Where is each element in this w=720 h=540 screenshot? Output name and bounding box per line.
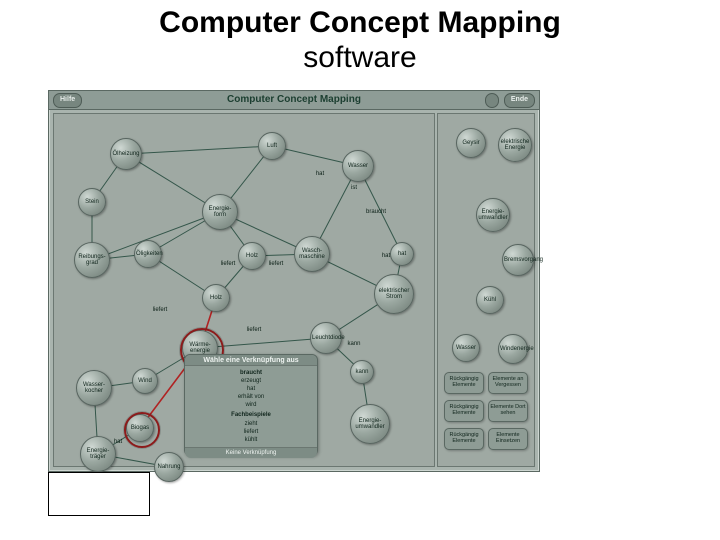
edge-label: hat xyxy=(382,253,390,259)
panel-footer-button[interactable]: Keine Verknüpfung xyxy=(185,447,317,458)
node-label: Nahrung xyxy=(157,464,180,470)
sidebar-action-button[interactable]: Elemente an Vergessen xyxy=(488,372,528,394)
slide-title: Computer Concept Mapping software xyxy=(0,6,720,75)
concept-node[interactable]: elektrischer Strom xyxy=(374,274,414,314)
node-label: Wasser xyxy=(456,345,476,351)
node-label: Wasser xyxy=(348,163,368,169)
node-label: Wind xyxy=(138,378,152,384)
node-label: Stein xyxy=(85,199,99,205)
concept-node[interactable]: Reibungs-grad xyxy=(74,242,110,278)
edge-label: hat xyxy=(316,171,324,177)
concept-node[interactable]: Holz xyxy=(202,284,230,312)
palette-node[interactable]: Geysir xyxy=(456,128,486,158)
concept-map-canvas[interactable]: Ölheizung Luft Wasser Stein Energie-form Reib… xyxy=(53,113,435,467)
concept-node[interactable]: Energie-umwandler xyxy=(350,404,390,444)
edge-label: kann xyxy=(347,341,360,347)
sidebar-action-button[interactable]: Rückgängig Elemente xyxy=(444,428,484,450)
node-label: Öligkeiten xyxy=(136,251,160,257)
palette-node[interactable]: Bremsvorgang xyxy=(502,244,534,276)
concept-node[interactable]: Stein xyxy=(78,188,106,216)
app-window: Hilfe Computer Concept Mapping Ende Ölhe… xyxy=(48,90,540,472)
edge-label: liefert xyxy=(153,307,168,313)
palette-node[interactable]: Kühl xyxy=(476,286,504,314)
node-label: Holz xyxy=(246,253,258,259)
edge-label: ist xyxy=(351,185,357,191)
sidebar-action-button[interactable]: Elemente Dort sehen xyxy=(488,400,528,422)
palette-node[interactable]: Energie-umwandler xyxy=(476,198,510,232)
node-label: elektrische Energie xyxy=(500,139,530,152)
concept-node[interactable]: Wasser-kocher xyxy=(76,370,112,406)
node-label: Kühl xyxy=(484,297,496,303)
save-button[interactable] xyxy=(485,93,499,108)
node-label: kann xyxy=(355,369,368,375)
node-label: Ölheizung xyxy=(112,151,139,157)
concept-node[interactable]: Holz xyxy=(238,242,266,270)
link-chooser-panel[interactable]: Wähle eine Verknüpfung ausbrauchterzeugt… xyxy=(184,354,318,456)
edge-label: liefert xyxy=(221,261,236,267)
node-label: Wasser-kocher xyxy=(78,382,110,395)
node-label: Windenergie xyxy=(500,346,526,352)
panel-title: Wähle eine Verknüpfung aus xyxy=(185,355,317,366)
concept-node[interactable]: Luft xyxy=(258,132,286,160)
concept-node[interactable]: Energie-träger xyxy=(80,436,116,472)
edge-label: liefert xyxy=(269,261,284,267)
node-label: Luft xyxy=(267,143,277,149)
concept-node[interactable]: kann xyxy=(350,360,374,384)
selection-ring xyxy=(124,412,160,448)
concept-node[interactable]: Wasser xyxy=(342,150,374,182)
node-label: Reibungs-grad xyxy=(76,254,108,267)
palette-node[interactable]: Windenergie xyxy=(498,334,528,364)
title-line1: Computer Concept Mapping xyxy=(159,6,561,39)
node-label: elektrischer Strom xyxy=(376,288,412,301)
concept-node[interactable]: Wind xyxy=(132,368,158,394)
sidebar-action-button[interactable]: Elemente Einsetzen xyxy=(488,428,528,450)
help-button[interactable]: Hilfe xyxy=(53,93,82,108)
app-titlebar: Hilfe Computer Concept Mapping Ende xyxy=(49,91,539,110)
concept-node[interactable]: Energie-form xyxy=(202,194,238,230)
concept-node[interactable]: Öligkeiten xyxy=(134,240,162,268)
node-label: Bremsvorgang xyxy=(504,257,532,263)
concept-node[interactable]: Nahrung xyxy=(154,452,184,482)
node-label: Energie-umwandler xyxy=(352,418,388,431)
node-label: Wasch-maschine xyxy=(296,248,328,261)
palette-node[interactable]: Wasser xyxy=(452,334,480,362)
app-title: Computer Concept Mapping xyxy=(227,94,361,105)
node-label: Energie-form xyxy=(204,206,236,219)
node-label: hat xyxy=(398,251,406,257)
sidebar-action-button[interactable]: Rückgängig Elemente xyxy=(444,372,484,394)
node-label: Leuchtdiode xyxy=(312,335,340,341)
node-label: Holz xyxy=(210,295,222,301)
edge-label: hat xyxy=(114,439,122,445)
panel-body: brauchterzeugthaterhält vonwirdFachbeisp… xyxy=(185,366,317,447)
concept-node[interactable]: Ölheizung xyxy=(110,138,142,170)
edge-label: liefert xyxy=(247,327,262,333)
concept-node[interactable]: Wasch-maschine xyxy=(294,236,330,272)
concept-node[interactable]: Leuchtdiode xyxy=(310,322,342,354)
sidebar-action-button[interactable]: Rückgängig Elemente xyxy=(444,400,484,422)
node-label: Energie-träger xyxy=(82,448,114,461)
node-label: Energie-umwandler xyxy=(478,209,508,222)
title-line2: software xyxy=(303,41,416,74)
node-label: Geysir xyxy=(462,140,479,146)
palette-node[interactable]: elektrische Energie xyxy=(498,128,532,162)
close-button[interactable]: Ende xyxy=(504,93,535,108)
sidebar-palette: Geysir elektrische Energie Energie-umwandl… xyxy=(437,113,535,467)
concept-node[interactable]: hat xyxy=(390,242,414,266)
edge xyxy=(126,146,272,154)
edge-label: braucht xyxy=(366,209,386,215)
caption-box xyxy=(48,472,150,516)
